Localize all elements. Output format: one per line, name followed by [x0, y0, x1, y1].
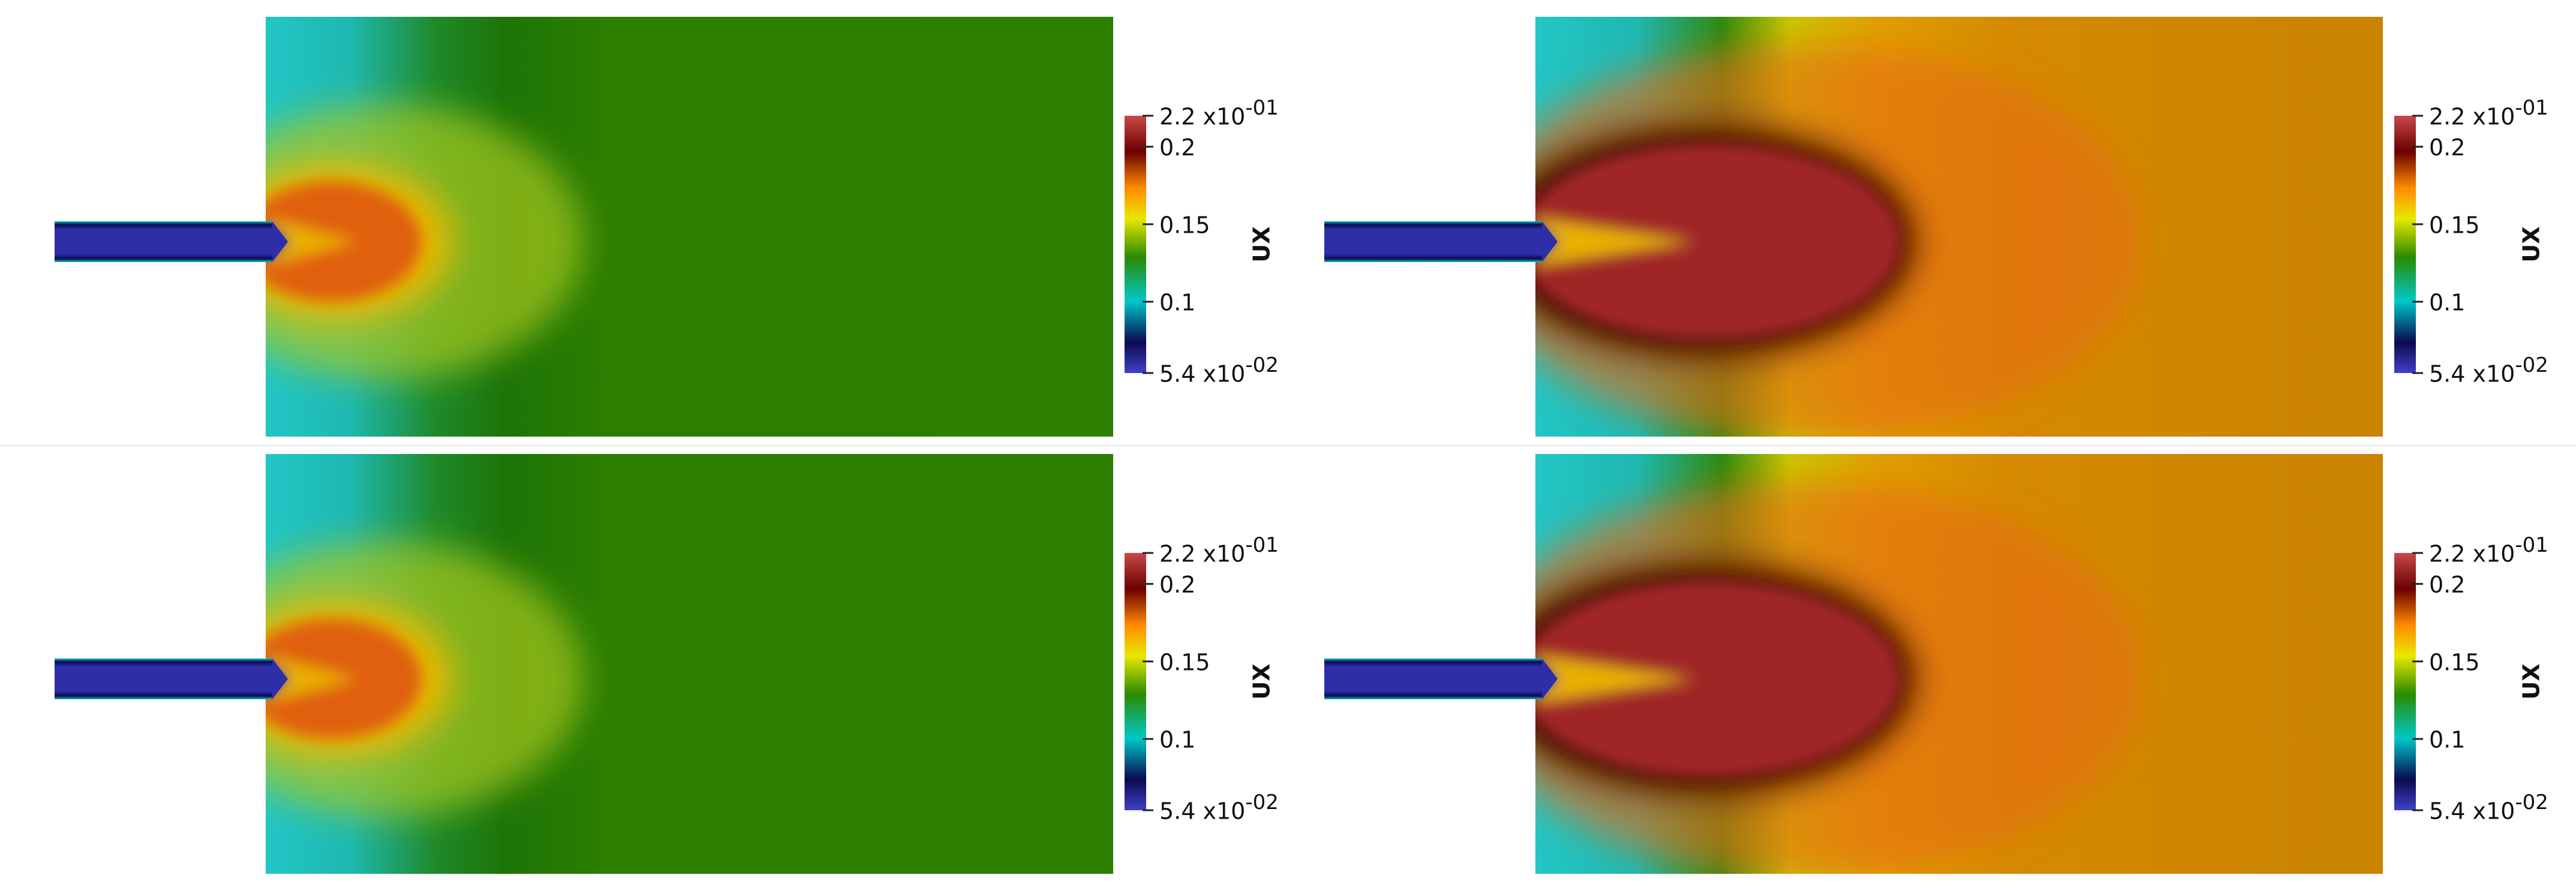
tick-exponent: -01 [2515, 96, 2548, 120]
inlet-tip [1542, 659, 1558, 699]
inlet-tip [272, 221, 288, 262]
tick-exponent: -01 [1245, 96, 1279, 120]
colorbar-tick-label: 0.15 [2429, 212, 2480, 238]
flow-field [266, 454, 1113, 874]
jet-notch [266, 655, 356, 703]
flow-field [266, 17, 1113, 437]
colorbar-tick-label: 0.2 [1159, 134, 1195, 161]
core [1535, 143, 1901, 341]
colorbar-tick-label: 0.2 [2429, 134, 2465, 161]
colorbar [1125, 553, 1146, 810]
tick-exponent: -02 [2515, 353, 2548, 377]
plume-core [1535, 580, 1901, 778]
panel: 2.2 x10-01 0.2 0.15 0.1 5.4 x10-02 UX [1324, 454, 2548, 874]
colorbar-tick-label: 0.1 [1159, 727, 1195, 753]
colorbar [2394, 116, 2416, 373]
colorbar [2394, 553, 2416, 810]
core [1535, 580, 1901, 778]
jet-notch [1535, 655, 1691, 703]
inlet-tip [272, 659, 288, 699]
inlet-tip [1542, 221, 1558, 262]
colorbar-tick-label: 5.4 x10-02 [2429, 353, 2548, 387]
colorbar-title: UX [1249, 226, 1275, 262]
tick-exponent: -01 [1245, 533, 1279, 557]
panel: 2.2 x10-01 0.2 0.15 0.1 5.4 x10-02 UX [55, 17, 1279, 437]
colorbar-tick-label: 0.2 [2429, 572, 2465, 598]
inlet-pipe [1324, 659, 1542, 699]
colorbar-tick-label: 5.4 x10-02 [2429, 790, 2548, 825]
plume-core [1535, 143, 1901, 341]
jet-notch [1535, 218, 1691, 266]
inlet-pipe [1324, 221, 1542, 262]
colorbar-title: UX [2518, 663, 2545, 699]
panel: 2.2 x10-01 0.2 0.15 0.1 5.4 x10-02 UX [1324, 17, 2548, 437]
colorbar-title: UX [1249, 663, 1275, 699]
colorbar-tick-label: 5.4 x10-02 [1159, 353, 1279, 387]
tick-exponent: -01 [2515, 533, 2548, 557]
colorbar-tick-label: 2.2 x10-01 [2429, 96, 2548, 130]
colorbar [1125, 116, 1146, 373]
colorbar-tick-label: 0.15 [1159, 649, 1210, 675]
colorbar-tick-label: 2.2 x10-01 [2429, 533, 2548, 567]
flow-field [1535, 17, 2383, 437]
colorbar-tick-label: 0.2 [1159, 572, 1195, 598]
colorbar-tick-label: 0.15 [1159, 212, 1210, 238]
colorbar-tick-label: 5.4 x10-02 [1159, 790, 1279, 825]
colorbar-tick-label: 0.15 [2429, 649, 2480, 675]
tick-exponent: -02 [2515, 790, 2548, 814]
tick-exponent: -02 [1245, 353, 1279, 377]
colorbar-tick-label: 2.2 x10-01 [1159, 533, 1279, 567]
colorbar-tick-label: 0.1 [2429, 727, 2465, 753]
panel: 2.2 x10-01 0.2 0.15 0.1 5.4 x10-02 UX [55, 454, 1279, 874]
jet-notch [266, 218, 356, 266]
flow-field [1535, 454, 2383, 874]
inlet-pipe [55, 659, 272, 699]
colorbar-tick-label: 0.1 [2429, 290, 2465, 316]
tick-exponent: -02 [1245, 790, 1279, 814]
colorbar-tick-label: 0.1 [1159, 290, 1195, 316]
inlet-pipe [55, 221, 272, 262]
colorbar-tick-label: 2.2 x10-01 [1159, 96, 1279, 130]
colorbar-title: UX [2518, 226, 2545, 262]
